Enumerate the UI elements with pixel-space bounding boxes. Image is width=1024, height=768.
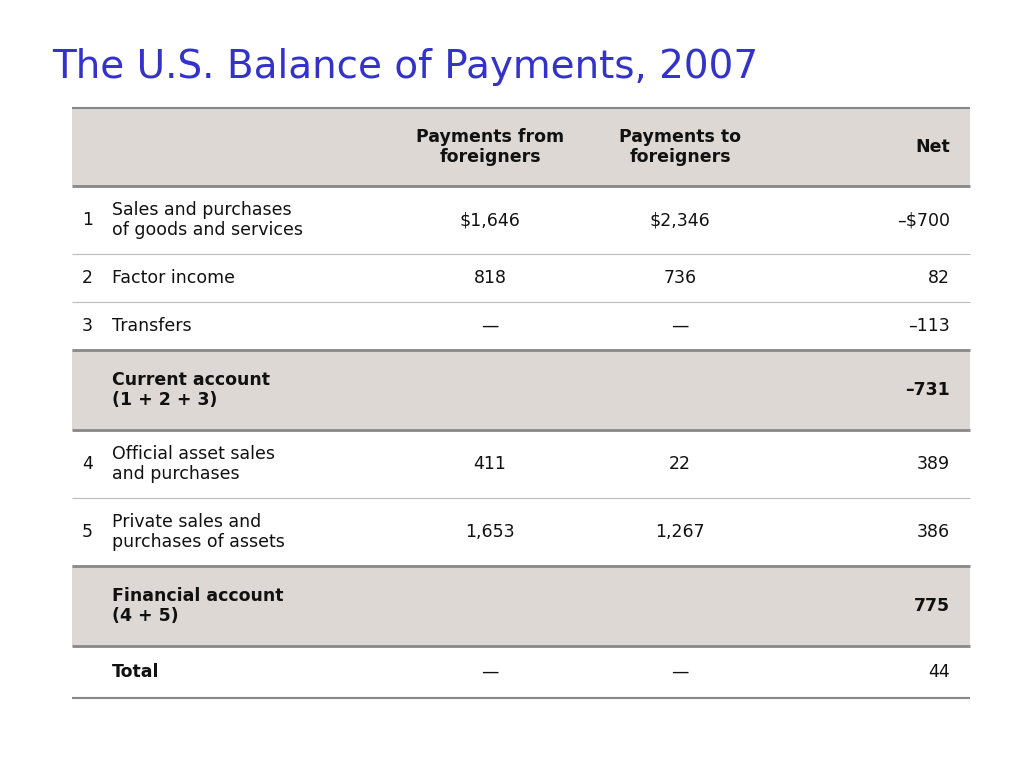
Text: 736: 736 xyxy=(664,269,696,287)
Text: Official asset sales
and purchases: Official asset sales and purchases xyxy=(112,445,275,483)
Text: Financial account
(4 + 5): Financial account (4 + 5) xyxy=(112,587,284,625)
Text: 3: 3 xyxy=(82,317,93,335)
Bar xyxy=(72,430,970,498)
Bar xyxy=(72,350,970,430)
Text: 82: 82 xyxy=(928,269,950,287)
Bar xyxy=(72,186,970,254)
Text: 22: 22 xyxy=(669,455,691,473)
Text: Sales and purchases
of goods and services: Sales and purchases of goods and service… xyxy=(112,200,303,240)
Text: Private sales and
purchases of assets: Private sales and purchases of assets xyxy=(112,512,285,551)
Text: 411: 411 xyxy=(473,455,507,473)
Bar xyxy=(72,498,970,566)
Text: $2,346: $2,346 xyxy=(649,211,711,229)
Text: 1,653: 1,653 xyxy=(465,523,515,541)
Text: Transfers: Transfers xyxy=(112,317,191,335)
Text: Current account
(1 + 2 + 3): Current account (1 + 2 + 3) xyxy=(112,371,270,409)
Text: Factor income: Factor income xyxy=(112,269,234,287)
Text: Total: Total xyxy=(112,663,160,681)
Text: –113: –113 xyxy=(908,317,950,335)
Text: 4: 4 xyxy=(82,455,93,473)
Text: 1: 1 xyxy=(82,211,93,229)
Text: 775: 775 xyxy=(913,597,950,615)
Text: –731: –731 xyxy=(905,381,950,399)
Text: —: — xyxy=(672,317,689,335)
Text: 2: 2 xyxy=(82,269,93,287)
Text: The U.S. Balance of Payments, 2007: The U.S. Balance of Payments, 2007 xyxy=(52,48,758,86)
Text: 1,267: 1,267 xyxy=(655,523,705,541)
Text: 44: 44 xyxy=(928,663,950,681)
Text: Payments from
foreigners: Payments from foreigners xyxy=(416,127,564,167)
Text: Payments to
foreigners: Payments to foreigners xyxy=(618,127,741,167)
Bar xyxy=(72,566,970,646)
Bar xyxy=(72,254,970,302)
Text: –$700: –$700 xyxy=(897,211,950,229)
Text: —: — xyxy=(672,663,689,681)
Text: 5: 5 xyxy=(82,523,93,541)
Text: Net: Net xyxy=(915,138,950,156)
Text: —: — xyxy=(481,317,499,335)
Bar xyxy=(72,302,970,350)
Text: $1,646: $1,646 xyxy=(460,211,520,229)
Text: 818: 818 xyxy=(473,269,507,287)
Bar xyxy=(72,108,970,186)
Text: —: — xyxy=(481,663,499,681)
Text: 389: 389 xyxy=(916,455,950,473)
Bar xyxy=(72,646,970,698)
Text: 386: 386 xyxy=(916,523,950,541)
